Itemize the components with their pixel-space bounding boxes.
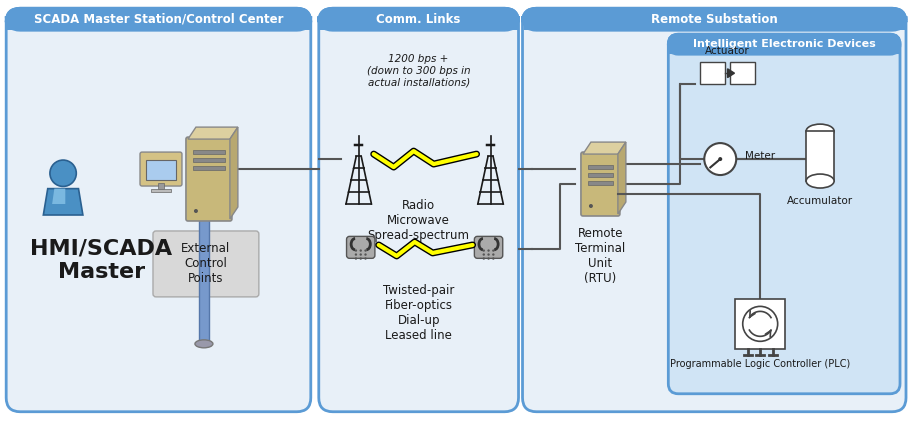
Polygon shape xyxy=(52,189,66,204)
Circle shape xyxy=(486,249,489,252)
Polygon shape xyxy=(230,127,238,219)
Bar xyxy=(730,62,754,84)
Text: Twisted-pair
Fiber-optics
Dial-up
Leased line: Twisted-pair Fiber-optics Dial-up Leased… xyxy=(383,284,454,342)
Bar xyxy=(588,173,612,177)
FancyBboxPatch shape xyxy=(319,8,518,412)
FancyBboxPatch shape xyxy=(186,137,231,221)
Circle shape xyxy=(482,254,485,256)
Polygon shape xyxy=(727,69,733,78)
Text: Comm. Links: Comm. Links xyxy=(376,13,460,26)
Circle shape xyxy=(354,257,357,260)
FancyBboxPatch shape xyxy=(522,8,905,412)
Text: Accumulator: Accumulator xyxy=(786,196,853,206)
Bar xyxy=(158,183,164,189)
Circle shape xyxy=(354,249,357,252)
Bar xyxy=(588,181,612,185)
Circle shape xyxy=(363,257,366,260)
FancyBboxPatch shape xyxy=(6,8,311,30)
Bar xyxy=(805,131,834,181)
Circle shape xyxy=(589,204,592,208)
FancyBboxPatch shape xyxy=(668,34,899,54)
Ellipse shape xyxy=(805,174,834,188)
Circle shape xyxy=(703,143,735,175)
Polygon shape xyxy=(44,189,83,215)
Circle shape xyxy=(50,160,77,187)
FancyBboxPatch shape xyxy=(580,152,619,216)
Bar xyxy=(588,165,612,169)
Circle shape xyxy=(359,257,362,260)
Bar xyxy=(151,189,170,192)
Bar xyxy=(146,160,176,180)
Text: HMI/SCADA
Master: HMI/SCADA Master xyxy=(30,239,172,282)
Text: Remote
Terminal
Unit
(RTU): Remote Terminal Unit (RTU) xyxy=(575,227,625,285)
Bar xyxy=(523,19,904,30)
Circle shape xyxy=(492,257,494,260)
Circle shape xyxy=(742,307,777,341)
Polygon shape xyxy=(618,142,625,214)
Bar xyxy=(734,299,784,349)
Text: External
Control
Points: External Control Points xyxy=(181,243,230,285)
FancyBboxPatch shape xyxy=(668,34,899,394)
Circle shape xyxy=(492,249,494,252)
Circle shape xyxy=(359,249,362,252)
Bar xyxy=(193,158,225,162)
Text: SCADA Master Station/Control Center: SCADA Master Station/Control Center xyxy=(34,13,283,26)
Circle shape xyxy=(194,209,198,213)
Text: Remote Substation: Remote Substation xyxy=(650,13,777,26)
Circle shape xyxy=(354,254,357,256)
Bar xyxy=(7,19,310,30)
Text: Actuator: Actuator xyxy=(704,46,749,56)
FancyBboxPatch shape xyxy=(140,152,182,186)
Bar xyxy=(193,150,225,154)
Circle shape xyxy=(486,257,489,260)
FancyBboxPatch shape xyxy=(346,236,374,258)
Bar xyxy=(193,166,225,170)
Circle shape xyxy=(492,254,494,256)
Bar xyxy=(320,19,517,30)
Bar xyxy=(669,44,898,54)
Ellipse shape xyxy=(195,340,212,348)
Text: Intelligent Electronic Devices: Intelligent Electronic Devices xyxy=(692,39,875,49)
Circle shape xyxy=(363,249,366,252)
FancyBboxPatch shape xyxy=(153,231,259,297)
Bar xyxy=(199,214,209,344)
Polygon shape xyxy=(188,127,238,139)
FancyBboxPatch shape xyxy=(319,8,518,30)
Circle shape xyxy=(486,254,489,256)
FancyBboxPatch shape xyxy=(6,8,311,412)
Circle shape xyxy=(482,257,485,260)
Circle shape xyxy=(363,254,366,256)
Circle shape xyxy=(482,249,485,252)
Text: 1200 bps +
(down to 300 bps in
actual installations): 1200 bps + (down to 300 bps in actual in… xyxy=(366,54,470,87)
Polygon shape xyxy=(582,142,625,154)
Circle shape xyxy=(359,254,362,256)
FancyBboxPatch shape xyxy=(522,8,905,30)
Bar xyxy=(700,62,724,84)
FancyBboxPatch shape xyxy=(474,236,502,258)
Circle shape xyxy=(718,157,722,161)
Text: Programmable Logic Controller (PLC): Programmable Logic Controller (PLC) xyxy=(670,359,849,369)
Text: Meter: Meter xyxy=(744,151,774,161)
Ellipse shape xyxy=(805,124,834,138)
Text: Radio
Microwave
Spread-spectrum: Radio Microwave Spread-spectrum xyxy=(367,199,469,242)
